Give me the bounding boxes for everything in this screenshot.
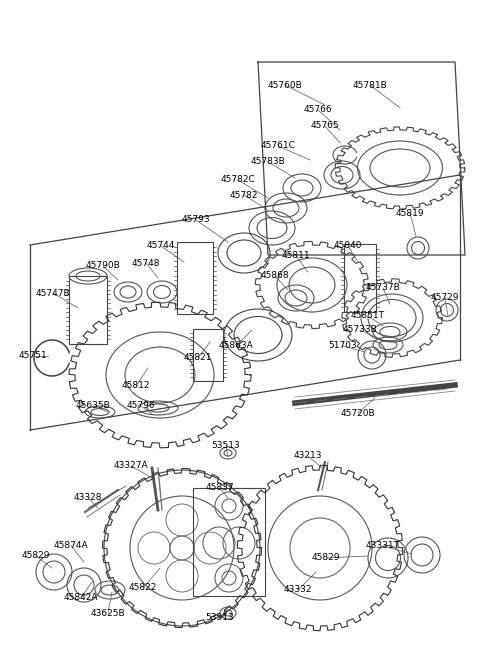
Text: 43327A: 43327A — [114, 462, 148, 470]
Text: 45782: 45782 — [230, 191, 258, 200]
Text: 45720B: 45720B — [341, 409, 375, 417]
Text: 53513: 53513 — [205, 614, 234, 622]
Text: 45874A: 45874A — [54, 542, 88, 550]
Text: 45766: 45766 — [304, 105, 332, 115]
Bar — [344, 244, 376, 312]
Bar — [69, 276, 107, 344]
Text: 51703: 51703 — [329, 341, 358, 350]
Text: 45821: 45821 — [184, 354, 212, 362]
Text: 45812: 45812 — [122, 381, 150, 390]
Text: 45819: 45819 — [396, 208, 424, 217]
Text: 45748: 45748 — [132, 259, 160, 267]
Text: 45842A: 45842A — [64, 593, 98, 603]
Text: 43328: 43328 — [74, 493, 102, 502]
Text: 45781B: 45781B — [353, 81, 387, 90]
Bar — [193, 488, 265, 596]
Text: 45851T: 45851T — [351, 312, 385, 320]
Text: 45761C: 45761C — [261, 141, 295, 151]
Text: 45760B: 45760B — [268, 81, 302, 90]
Text: 45793: 45793 — [182, 215, 210, 225]
Text: 45822: 45822 — [129, 584, 157, 593]
Text: 45829: 45829 — [312, 553, 340, 563]
Text: 45747B: 45747B — [36, 288, 70, 297]
Text: 45829: 45829 — [22, 552, 50, 561]
Text: 45744: 45744 — [147, 242, 175, 250]
Text: 43331T: 43331T — [366, 542, 400, 550]
Text: 45737B: 45737B — [366, 284, 400, 293]
Text: 45783B: 45783B — [251, 157, 286, 166]
Text: 53513: 53513 — [212, 441, 240, 451]
Text: 45796: 45796 — [127, 402, 156, 411]
Text: 45840: 45840 — [334, 242, 362, 250]
Text: 45635B: 45635B — [76, 402, 110, 411]
Text: 45729: 45729 — [431, 293, 459, 303]
Text: 45782C: 45782C — [221, 176, 255, 185]
Text: 45837: 45837 — [206, 483, 234, 493]
Bar — [177, 242, 213, 314]
Text: 45790B: 45790B — [85, 261, 120, 271]
Text: 45751: 45751 — [19, 352, 48, 360]
Bar — [193, 329, 223, 381]
Text: 45811: 45811 — [282, 252, 310, 261]
Text: 43332: 43332 — [284, 586, 312, 595]
Text: 45868: 45868 — [261, 272, 289, 280]
Text: 45863A: 45863A — [218, 341, 253, 350]
Text: 45765: 45765 — [311, 121, 339, 130]
Text: 43625B: 43625B — [91, 608, 125, 618]
Text: 45733B: 45733B — [343, 326, 377, 335]
Text: 43213: 43213 — [294, 451, 322, 460]
